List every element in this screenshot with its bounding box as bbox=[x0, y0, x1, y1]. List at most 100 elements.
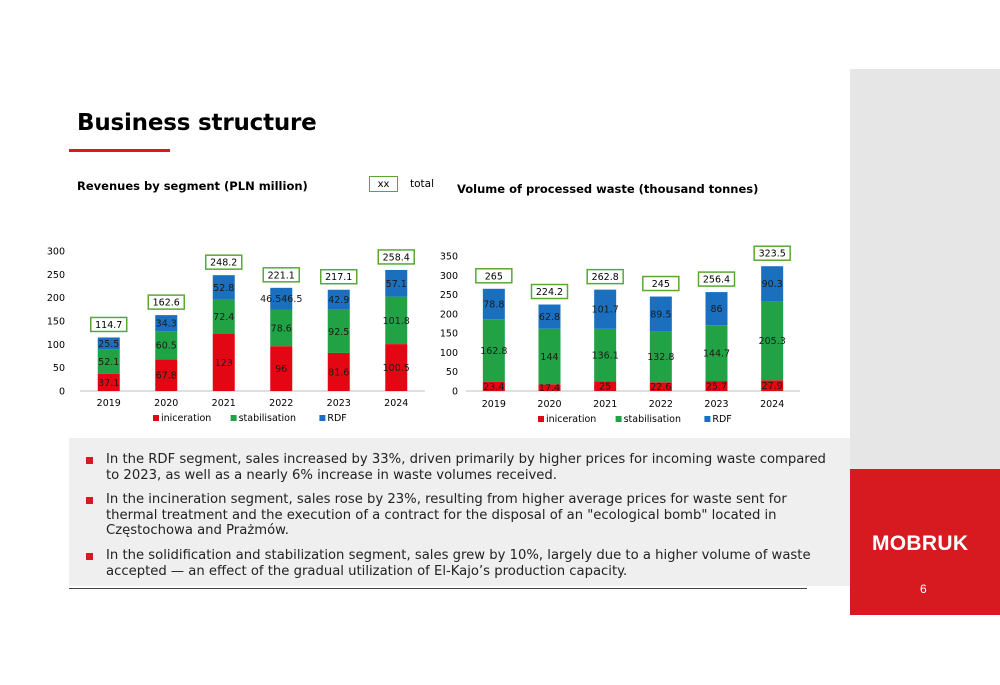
bar-segment-rdf bbox=[649, 296, 672, 332]
total-label: 265 bbox=[485, 271, 503, 282]
data-label: 89.5 bbox=[650, 309, 671, 320]
bottom-rule bbox=[69, 588, 807, 589]
legend-swatch bbox=[153, 415, 159, 421]
x-tick-label: 2021 bbox=[212, 398, 236, 409]
bar-segment-iniceration bbox=[97, 373, 120, 391]
bullet-item: In the incineration segment, sales rose … bbox=[86, 492, 831, 539]
bar-segment-iniceration bbox=[212, 333, 235, 391]
bar-segment-stabilisation bbox=[97, 349, 120, 374]
bar-segment-iniceration bbox=[649, 382, 672, 391]
data-label: 101.7 bbox=[592, 305, 619, 316]
data-label: 52.8 bbox=[213, 283, 234, 294]
legend-label: stabilisation bbox=[624, 414, 681, 425]
bullet-text: In the incineration segment, sales rose … bbox=[106, 492, 787, 538]
bar-segment-stabilisation bbox=[270, 309, 293, 347]
legend-swatch bbox=[319, 415, 326, 421]
total-label: 114.7 bbox=[95, 320, 122, 331]
bar-segment-rdf bbox=[594, 289, 617, 329]
data-label: 46.546.5 bbox=[260, 294, 302, 305]
total-box bbox=[642, 275, 680, 292]
legend-total-box: xx bbox=[369, 176, 398, 192]
data-label: 23.4 bbox=[483, 382, 504, 393]
bar-segment-stabilisation bbox=[212, 299, 235, 334]
chart-title-volume: Volume of processed waste (thousand tonn… bbox=[457, 182, 759, 196]
y-tick-label: 50 bbox=[446, 367, 458, 378]
bar-segment-rdf bbox=[482, 288, 505, 320]
bar-segment-rdf bbox=[705, 292, 728, 326]
total-box bbox=[262, 267, 300, 283]
total-box bbox=[205, 254, 243, 270]
slide-title: Business structure bbox=[77, 110, 317, 136]
bar-segment-stabilisation bbox=[327, 309, 350, 353]
total-label: 245 bbox=[652, 279, 670, 290]
y-tick-label: 250 bbox=[47, 270, 65, 281]
x-tick-label: 2019 bbox=[97, 398, 121, 409]
total-label: 248.2 bbox=[210, 258, 237, 269]
bar-segment-rdf bbox=[327, 289, 350, 310]
legend-swatch bbox=[230, 415, 237, 421]
y-tick-label: 300 bbox=[440, 271, 458, 282]
data-label: 96 bbox=[275, 364, 287, 375]
data-label: 78.8 bbox=[483, 299, 504, 310]
data-label: 25.5 bbox=[98, 339, 119, 350]
bar-segment-iniceration bbox=[538, 384, 561, 391]
total-box bbox=[475, 268, 513, 284]
legend-total-label: total bbox=[410, 178, 435, 190]
data-label: 37.1 bbox=[98, 378, 119, 389]
bar-segment-rdf bbox=[761, 266, 784, 302]
x-tick-label: 2020 bbox=[537, 399, 561, 410]
data-label: 205.3 bbox=[759, 336, 786, 347]
data-label: 100.5 bbox=[383, 363, 410, 374]
mobruk-logo: MOBRUK bbox=[872, 532, 969, 555]
legend-swatch bbox=[538, 416, 544, 422]
bar-segment-stabilisation bbox=[649, 331, 672, 383]
legend-label: iniceration bbox=[161, 413, 211, 424]
x-tick-label: 2022 bbox=[649, 399, 673, 410]
bar-segment-rdf bbox=[385, 269, 408, 297]
total-label: 262.8 bbox=[592, 272, 619, 283]
data-label: 67.8 bbox=[156, 371, 177, 382]
y-tick-label: 250 bbox=[440, 290, 458, 301]
total-box bbox=[90, 316, 128, 333]
total-box bbox=[530, 283, 569, 300]
data-label: 123 bbox=[215, 358, 233, 369]
total-box bbox=[320, 268, 358, 285]
data-label: 90.3 bbox=[762, 279, 783, 290]
data-label: 17.4 bbox=[539, 383, 560, 394]
legend-label: RDF bbox=[712, 414, 731, 425]
y-tick-label: 0 bbox=[452, 387, 458, 398]
page-number: 6 bbox=[920, 582, 927, 596]
total-box bbox=[753, 245, 791, 261]
bar-segment-iniceration bbox=[761, 380, 784, 391]
chart-title-revenues: Revenues by segment (PLN million) bbox=[77, 179, 308, 193]
data-label: 132.8 bbox=[647, 352, 674, 363]
x-tick-label: 2024 bbox=[384, 398, 408, 409]
total-label: 258.4 bbox=[383, 252, 410, 263]
bullet-text: In the solidification and stabilization … bbox=[106, 548, 811, 579]
legend-label: iniceration bbox=[546, 414, 596, 425]
bar-segment-iniceration bbox=[270, 346, 293, 391]
bar-segment-stabilisation bbox=[482, 319, 505, 382]
bar-segment-iniceration bbox=[327, 352, 350, 391]
data-label: 81.6 bbox=[328, 367, 349, 378]
bar-segment-rdf bbox=[155, 315, 178, 332]
bullets-panel: In the RDF segment, sales increased by 3… bbox=[69, 438, 850, 586]
data-label: 52.1 bbox=[98, 357, 119, 368]
bar-segment-stabilisation bbox=[594, 328, 617, 382]
x-tick-label: 2024 bbox=[760, 399, 784, 410]
total-box bbox=[147, 294, 185, 310]
x-tick-label: 2021 bbox=[593, 399, 617, 410]
y-tick-label: 200 bbox=[440, 309, 458, 320]
data-label: 136.1 bbox=[592, 351, 619, 362]
data-label: 25 bbox=[599, 382, 611, 393]
bullet-text: In the RDF segment, sales increased by 3… bbox=[106, 452, 826, 483]
data-label: 78.6 bbox=[271, 323, 292, 334]
y-tick-label: 0 bbox=[59, 387, 65, 398]
data-label: 27.9 bbox=[762, 381, 783, 392]
x-tick-label: 2023 bbox=[704, 399, 728, 410]
bar-segment-rdf bbox=[97, 337, 120, 350]
data-label: 72.4 bbox=[213, 312, 234, 323]
bullet-item: In the solidification and stabilization … bbox=[86, 548, 831, 579]
